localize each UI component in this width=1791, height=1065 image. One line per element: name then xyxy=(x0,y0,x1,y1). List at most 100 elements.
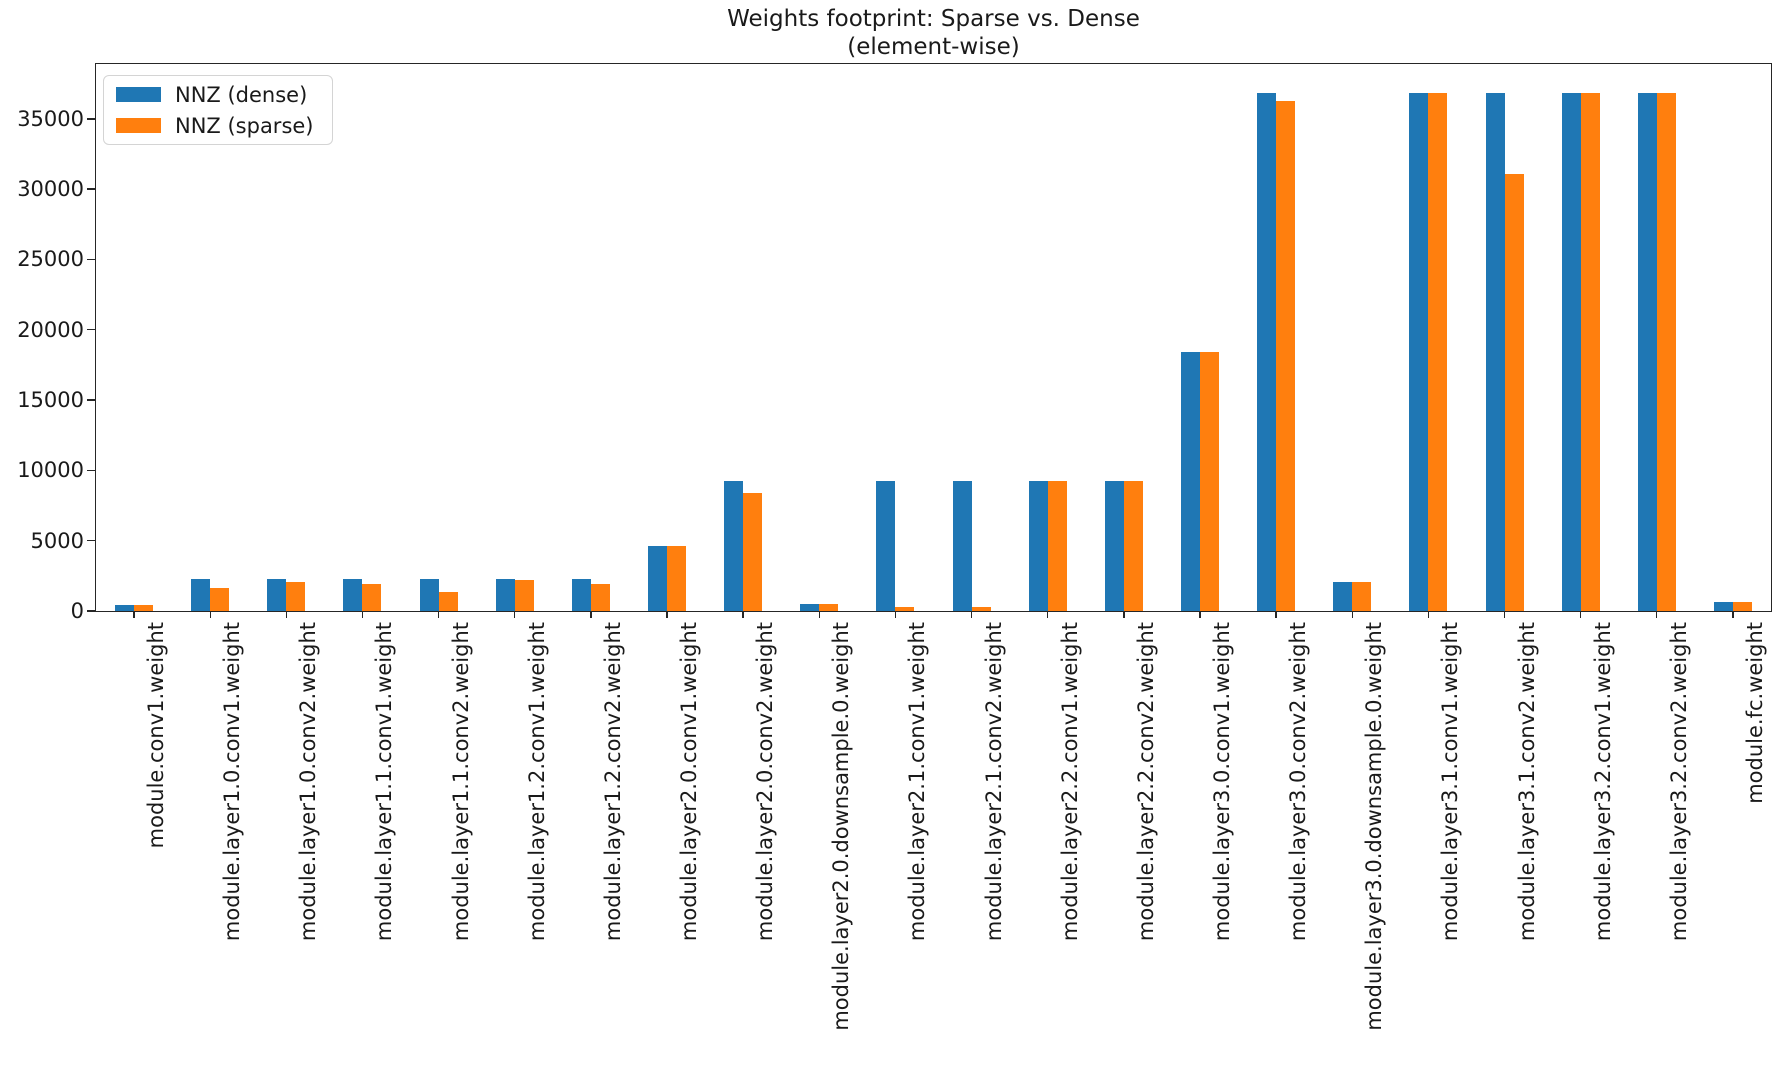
y-tick-mark xyxy=(87,118,95,120)
bar-dense xyxy=(1028,481,1048,611)
plot-area xyxy=(96,64,1771,611)
x-tick-mark xyxy=(1656,611,1658,618)
y-axis-tick-label: 20000 xyxy=(17,317,84,342)
x-tick-mark xyxy=(1275,611,1277,618)
bar-dense xyxy=(191,578,211,611)
y-axis-tick-label: 25000 xyxy=(17,247,84,272)
x-tick-mark xyxy=(1199,611,1201,618)
bar-sparse xyxy=(895,606,915,611)
x-tick-mark xyxy=(818,611,820,618)
bar-sparse xyxy=(1732,602,1752,611)
bar-sparse xyxy=(362,584,382,611)
bar-dense xyxy=(1333,582,1353,611)
bar-sparse xyxy=(819,603,839,611)
bar-sparse xyxy=(1428,92,1448,611)
x-tick-mark xyxy=(1047,611,1049,618)
y-tick-mark xyxy=(87,469,95,472)
bar-dense xyxy=(952,481,972,611)
y-tick-mark xyxy=(87,539,95,542)
bar-sparse xyxy=(590,584,610,611)
y-axis-tick-label: 10000 xyxy=(17,458,84,483)
bar-dense xyxy=(1713,602,1733,611)
bar-dense xyxy=(1104,481,1124,611)
y-tick-mark xyxy=(87,258,95,261)
bar-sparse xyxy=(1656,92,1676,611)
x-axis-tick-label: module.layer1.1.conv1.weight xyxy=(372,622,397,942)
x-axis-tick-label: module.layer2.1.conv2.weight xyxy=(981,622,1006,942)
bar-sparse xyxy=(1504,173,1524,611)
y-axis-tick-label: 35000 xyxy=(17,106,84,131)
legend-item-dense: NNZ (dense) xyxy=(116,83,332,107)
bar-sparse xyxy=(438,592,458,611)
x-tick-mark xyxy=(666,611,668,618)
bar-sparse xyxy=(210,587,230,611)
y-tick-mark xyxy=(87,399,95,401)
y-tick-mark xyxy=(87,188,95,190)
x-tick-mark xyxy=(361,611,364,618)
bar-dense xyxy=(1485,92,1505,611)
bar-sparse xyxy=(286,582,306,611)
bar-dense xyxy=(343,578,363,611)
legend-label-sparse: NNZ (sparse) xyxy=(175,113,314,138)
x-tick-mark xyxy=(1732,611,1734,618)
x-axis-tick-label: module.layer2.2.conv2.weight xyxy=(1133,622,1158,942)
x-axis-tick-label: module.layer3.2.conv2.weight xyxy=(1666,622,1691,942)
legend: NNZ (dense) NNZ (sparse) xyxy=(103,75,333,145)
x-axis-tick-label: module.layer3.0.conv1.weight xyxy=(1209,622,1234,942)
x-axis-tick-label: module.layer3.0.conv2.weight xyxy=(1286,622,1311,942)
bar-sparse xyxy=(1276,100,1296,611)
x-axis-tick-label: module.layer2.0.conv2.weight xyxy=(753,622,778,942)
bar-sparse xyxy=(514,580,534,611)
x-axis-tick-label: module.layer1.2.conv1.weight xyxy=(524,622,549,942)
chart-title-block: Weights footprint: Sparse vs. Dense (ele… xyxy=(96,5,1771,61)
x-axis-tick-label: module.fc.weight xyxy=(1742,622,1767,804)
chart-subtitle: (element-wise) xyxy=(847,34,1020,60)
x-axis-tick-label: module.layer3.1.conv2.weight xyxy=(1514,622,1539,942)
x-tick-mark xyxy=(437,611,440,618)
legend-swatch-dense xyxy=(116,87,161,102)
x-tick-mark xyxy=(1427,611,1430,618)
x-axis-tick-label: module.layer1.1.conv2.weight xyxy=(448,622,473,942)
y-axis-tick-label: 0 xyxy=(70,599,84,623)
x-axis-tick-label: module.layer1.0.conv1.weight xyxy=(220,622,245,942)
bar-dense xyxy=(495,578,515,611)
bar-sparse xyxy=(971,606,991,611)
x-axis-tick-label: module.conv1.weight xyxy=(144,622,169,849)
x-tick-mark xyxy=(1579,611,1582,618)
legend-item-sparse: NNZ (sparse) xyxy=(116,114,332,138)
bar-sparse xyxy=(1047,481,1067,611)
x-axis-tick-label: module.layer3.2.conv1.weight xyxy=(1590,622,1615,942)
bar-dense xyxy=(267,578,287,611)
bar-dense xyxy=(1637,92,1657,611)
bar-dense xyxy=(876,481,896,611)
bar-dense xyxy=(1180,351,1200,611)
x-tick-mark xyxy=(133,611,135,618)
bar-sparse xyxy=(1123,481,1143,611)
legend-label-dense: NNZ (dense) xyxy=(175,82,308,107)
x-axis-tick-label: module.layer2.2.conv1.weight xyxy=(1057,622,1082,942)
bar-dense xyxy=(419,578,439,611)
bar-sparse xyxy=(743,492,763,611)
bar-dense xyxy=(724,481,744,611)
y-axis-tick-label: 5000 xyxy=(30,528,84,553)
bar-sparse xyxy=(1580,92,1600,611)
x-tick-mark xyxy=(209,611,211,618)
bar-dense xyxy=(1409,92,1429,611)
bar-dense xyxy=(1257,92,1277,611)
x-tick-mark xyxy=(285,611,288,618)
y-axis-tick-label: 30000 xyxy=(17,177,84,202)
bar-sparse xyxy=(1352,582,1372,611)
x-tick-mark xyxy=(590,611,592,618)
x-tick-mark xyxy=(742,611,744,618)
x-tick-mark xyxy=(514,611,516,618)
x-axis-tick-label: module.layer3.1.conv1.weight xyxy=(1438,622,1463,942)
bar-dense xyxy=(1561,92,1581,611)
x-axis-tick-label: module.layer2.1.conv1.weight xyxy=(905,622,930,942)
bar-dense xyxy=(115,604,135,611)
x-axis-tick-label: module.layer1.0.conv2.weight xyxy=(296,622,321,942)
bar-sparse xyxy=(1199,351,1219,611)
y-axis-tick-label: 15000 xyxy=(17,388,84,413)
y-tick-mark xyxy=(87,610,95,612)
x-axis-tick-label: module.layer3.0.downsample.0.weight xyxy=(1362,622,1387,1031)
